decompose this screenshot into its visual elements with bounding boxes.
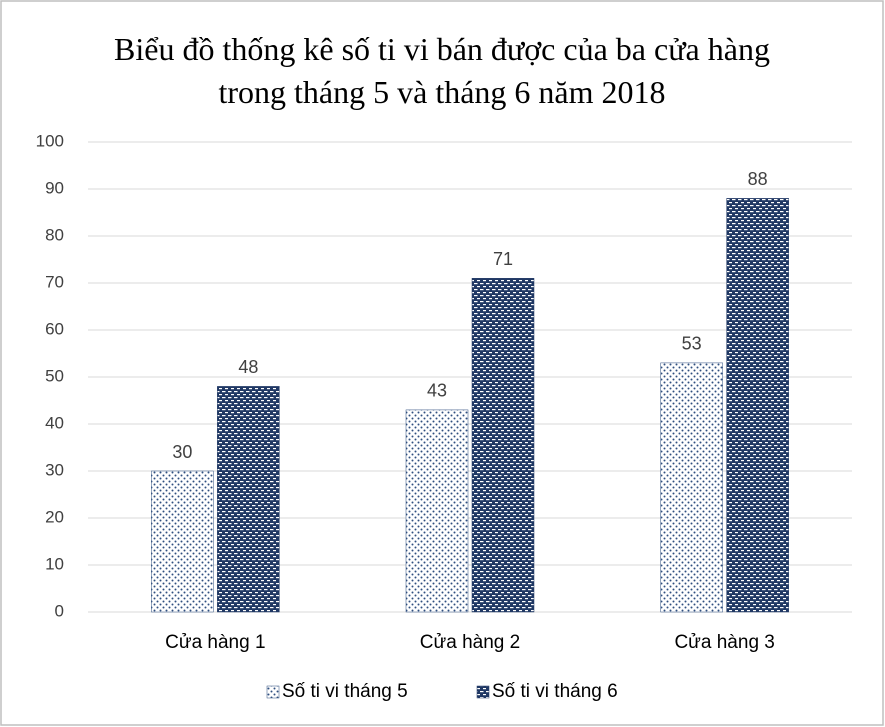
bar xyxy=(217,386,280,613)
y-tick-label: 0 xyxy=(55,601,64,620)
x-tick-label: Cửa hàng 1 xyxy=(165,632,265,653)
y-tick-label: 30 xyxy=(45,460,64,479)
data-label: 71 xyxy=(493,249,513,269)
chart-title: Biểu đồ thống kê số ti vi bán được của b… xyxy=(114,31,770,110)
y-tick-label: 90 xyxy=(45,178,64,197)
bar xyxy=(471,278,535,613)
y-tick-label: 80 xyxy=(45,225,64,244)
x-tick-label: Cửa hàng 2 xyxy=(420,632,520,653)
bar xyxy=(726,198,789,613)
data-label: 30 xyxy=(172,442,192,462)
y-tick-label: 60 xyxy=(45,319,64,338)
y-tick-label: 20 xyxy=(45,507,64,526)
data-label: 88 xyxy=(748,169,768,189)
bar xyxy=(660,362,723,613)
y-tick-label: 10 xyxy=(45,554,64,573)
legend-swatch xyxy=(476,685,490,699)
y-tick-label: 40 xyxy=(45,413,64,432)
y-tick-label: 70 xyxy=(45,272,64,291)
bar xyxy=(405,409,469,613)
legend-label: Số ti vi tháng 5 xyxy=(282,681,408,702)
data-label: 53 xyxy=(682,334,702,354)
data-label: 43 xyxy=(427,381,447,401)
y-tick-label: 50 xyxy=(45,366,64,385)
y-tick-label: 100 xyxy=(36,131,64,150)
data-label: 48 xyxy=(238,357,258,377)
legend-label: Số ti vi tháng 6 xyxy=(492,681,618,702)
legend-swatch xyxy=(266,685,280,699)
x-tick-label: Cửa hàng 3 xyxy=(674,632,774,653)
bar xyxy=(151,470,214,613)
